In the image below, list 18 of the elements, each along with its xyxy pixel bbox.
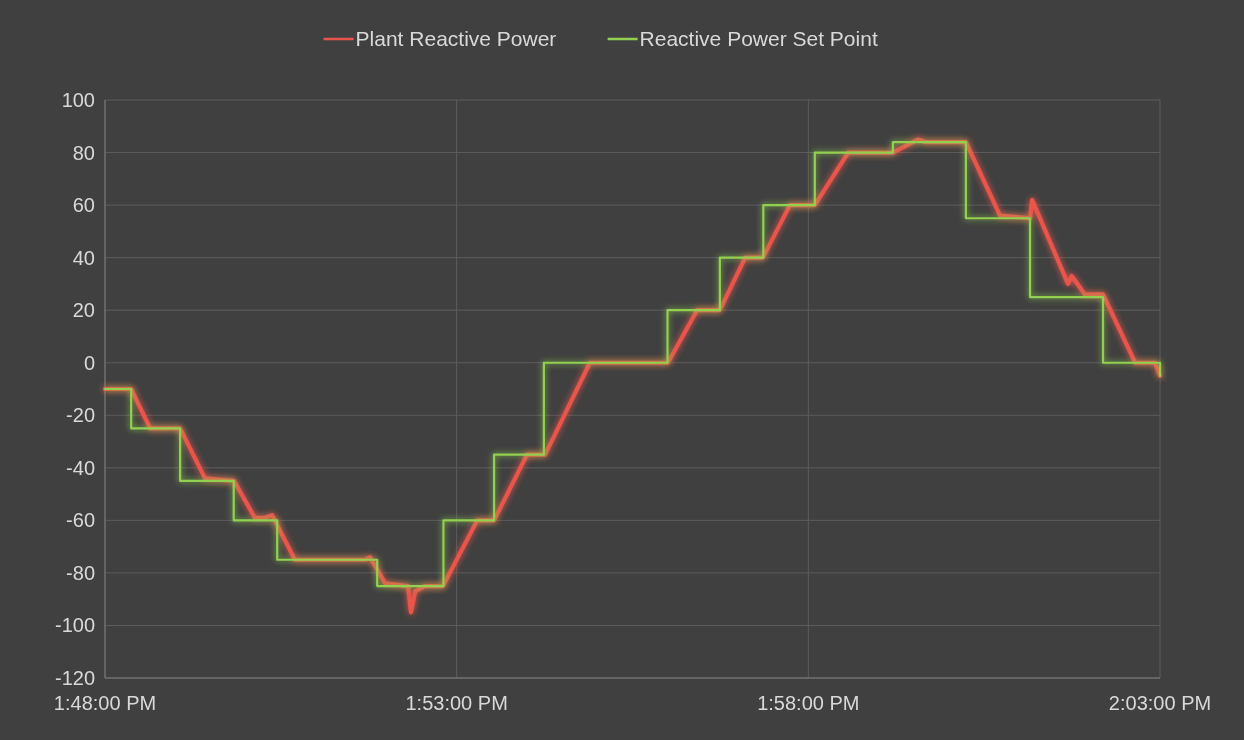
y-tick-label: -120 <box>54 667 95 689</box>
y-tick-label: 0 <box>83 351 95 374</box>
y-tick-label: 60 <box>72 194 95 217</box>
y-tick-label: 80 <box>72 141 95 164</box>
y-tick-label: -20 <box>66 404 95 427</box>
x-tick-label: 1:48:00 PM <box>53 692 157 714</box>
y-tick-label: 100 <box>61 89 95 111</box>
x-tick-label: 1:58:00 PM <box>757 692 860 714</box>
legend-label: Reactive Power Set Point <box>639 27 878 50</box>
y-tick-label: -80 <box>66 561 95 584</box>
y-tick-label: -60 <box>66 509 95 532</box>
x-tick-label: 2:03:00 PM <box>1108 692 1212 714</box>
y-tick-label: -40 <box>66 456 95 479</box>
y-tick-label: -100 <box>54 614 95 637</box>
legend-label: Plant Reactive Power <box>355 27 557 50</box>
y-tick-label: 40 <box>72 246 95 269</box>
x-tick-label: 1:53:00 PM <box>405 692 508 714</box>
y-tick-label: 20 <box>72 299 95 322</box>
